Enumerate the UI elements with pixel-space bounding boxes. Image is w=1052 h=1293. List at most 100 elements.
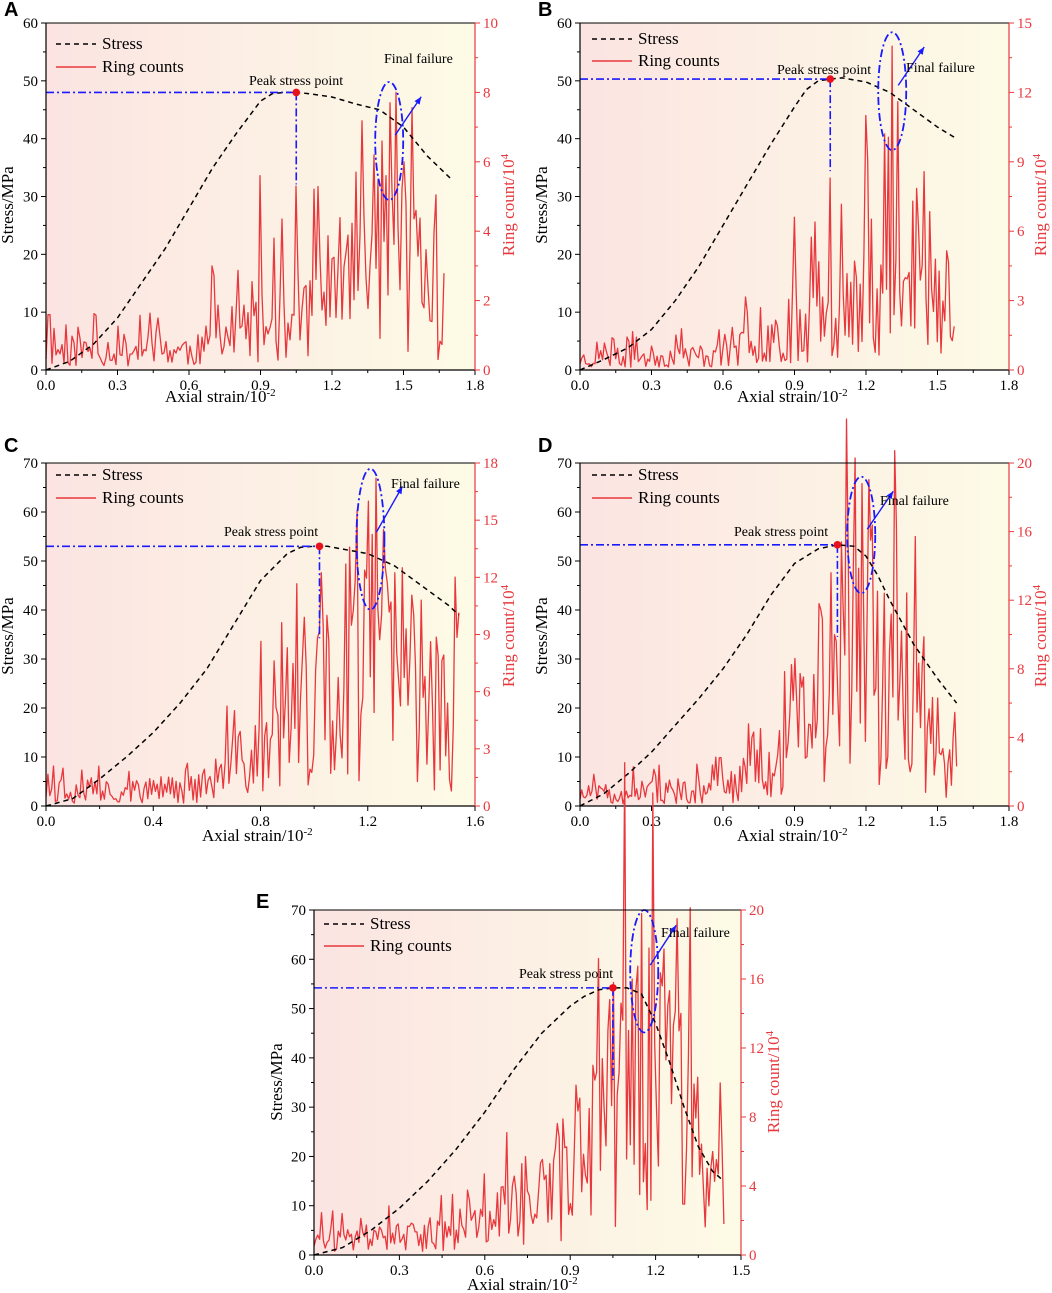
x-tick-label: 0.6: [475, 1263, 494, 1279]
y-tick-label: 10: [557, 305, 572, 321]
y2-axis-label: Ring count/104: [1031, 584, 1050, 687]
y-tick-label: 40: [23, 603, 38, 619]
y-tick-label: 50: [557, 554, 572, 570]
x-tick-label: 0.0: [571, 378, 590, 394]
plot-layer: 0.0 0.3 0.6 0.9 1.2 1.50102030405060700481216…: [291, 761, 765, 1279]
peak-stress-label: Peak stress point: [224, 525, 318, 540]
y-tick-label: 0: [565, 363, 573, 379]
legend-ring-label: Ring counts: [638, 51, 720, 70]
y2-tick-label: 8: [1017, 662, 1025, 678]
y-tick-label: 60: [557, 505, 572, 521]
final-failure-arrow: [394, 96, 422, 136]
y-tick-label: 40: [291, 1051, 306, 1067]
x-tick-label: 0.0: [37, 814, 56, 830]
panel-letter: E: [256, 891, 269, 913]
final-failure-ellipse: [846, 475, 877, 595]
legend-stress-label: Stress: [102, 34, 143, 53]
y2-tick-label: 3: [483, 742, 491, 758]
ring-counts-series: [45, 477, 460, 804]
legend-stress-label: Stress: [102, 465, 143, 484]
y-tick-label: 30: [23, 190, 38, 206]
peak-stress-label: Peak stress point: [249, 74, 343, 89]
final-failure-arrowhead: [917, 47, 925, 55]
stress-series: [45, 545, 460, 807]
y-tick-label: 20: [557, 701, 572, 717]
legend-ring-label: Ring counts: [638, 488, 720, 507]
peak-stress-marker: [609, 984, 617, 992]
y-tick-label: 30: [557, 652, 572, 668]
y-axis-label: Stress/MPa: [0, 166, 17, 244]
final-failure-ellipse: [877, 31, 908, 152]
panel-letter: D: [538, 435, 552, 457]
plot-layer: 0.0 0.3 0.6 0.9 1.2 1.5 1.80102030405060036912…: [557, 16, 1032, 394]
final-failure-arrowhead: [414, 96, 422, 105]
plot-layer: 0.0 0.3 0.6 0.9 1.2 1.5 1.80102030405060024681…: [23, 16, 498, 394]
y-tick-label: 50: [291, 1002, 306, 1018]
peak-stress-label: Peak stress point: [519, 967, 613, 982]
x-axis-label: Axial strain/10-2: [202, 826, 313, 845]
y-tick-label: 60: [23, 16, 38, 32]
x-tick-label: 1.5: [928, 814, 947, 830]
y2-tick-label: 20: [1017, 456, 1032, 472]
y-tick-label: 10: [291, 1199, 306, 1215]
x-tick-label: 1.8: [466, 378, 485, 394]
x-tick-label: 0.3: [642, 378, 661, 394]
y2-tick-label: 6: [1017, 224, 1025, 240]
ring-counts-series: [45, 91, 445, 367]
y-tick-label: 30: [291, 1100, 306, 1116]
y2-tick-label: 15: [483, 513, 498, 529]
y2-tick-label: 8: [749, 1110, 757, 1126]
y2-tick-label: 0: [483, 363, 491, 379]
plot-background: [580, 463, 1009, 806]
x-tick-label: 0.3: [108, 378, 127, 394]
legend-stress-label: Stress: [370, 914, 411, 933]
y-tick-label: 10: [23, 305, 38, 321]
y-axis-label: Stress/MPa: [532, 166, 551, 244]
y-tick-label: 60: [557, 16, 572, 32]
y2-tick-label: 8: [483, 85, 491, 101]
plot-background: [314, 910, 741, 1255]
panel-letter: A: [4, 0, 18, 21]
final-failure-label: Final failure: [384, 52, 453, 67]
peak-stress-marker: [292, 88, 301, 97]
y2-axis-label: Ring count/104: [499, 153, 518, 256]
peak-stress-marker: [833, 541, 842, 549]
y2-tick-label: 16: [749, 972, 765, 988]
x-tick-label: 0.6: [714, 378, 733, 394]
final-failure-label: Final failure: [391, 477, 460, 492]
y2-axis-label: Ring count/104: [499, 584, 518, 687]
y-tick-label: 70: [291, 903, 306, 919]
y2-axis-label: Ring count/104: [1031, 153, 1050, 256]
y-tick-label: 0: [299, 1248, 307, 1264]
y2-tick-label: 12: [1017, 593, 1032, 609]
ring-counts-series: [313, 761, 725, 1252]
legend-stress-label: Stress: [638, 29, 679, 48]
legend-ring-label: Ring counts: [370, 936, 452, 955]
peak-stress-label: Peak stress point: [777, 63, 871, 78]
x-tick-label: 0.0: [571, 814, 590, 830]
y-tick-label: 60: [291, 952, 306, 968]
panel-letter: C: [4, 435, 18, 457]
panel-letter: B: [538, 0, 552, 21]
panel-e: 0.0 0.3 0.6 0.9 1.2 1.50102030405060700481216…: [256, 761, 783, 1293]
panel-a: 0.0 0.3 0.6 0.9 1.2 1.5 1.80102030405060024681…: [0, 0, 518, 406]
final-failure-arrowhead: [886, 491, 894, 500]
y-tick-label: 40: [23, 132, 38, 148]
x-tick-label: 0.8: [251, 814, 270, 830]
y2-tick-label: 18: [483, 456, 498, 472]
final-failure-label: Final failure: [906, 61, 975, 76]
x-tick-label: 0.6: [714, 814, 733, 830]
y-tick-label: 70: [23, 456, 38, 472]
y-tick-label: 60: [23, 505, 38, 521]
y-tick-label: 70: [557, 456, 572, 472]
final-failure-arrowhead: [396, 486, 403, 495]
plot-layer: 0.0 0.3 0.6 0.9 1.2 1.5 1.80102030405060700481…: [557, 418, 1033, 830]
final-failure-arrow: [897, 46, 925, 86]
x-tick-label: 0.3: [642, 814, 661, 830]
x-tick-label: 0.3: [390, 1263, 409, 1279]
x-tick-label: 1.5: [732, 1263, 751, 1279]
y2-tick-label: 12: [1017, 85, 1032, 101]
y2-tick-label: 0: [483, 799, 491, 815]
y2-tick-label: 12: [749, 1041, 764, 1057]
x-tick-label: 1.2: [857, 814, 876, 830]
